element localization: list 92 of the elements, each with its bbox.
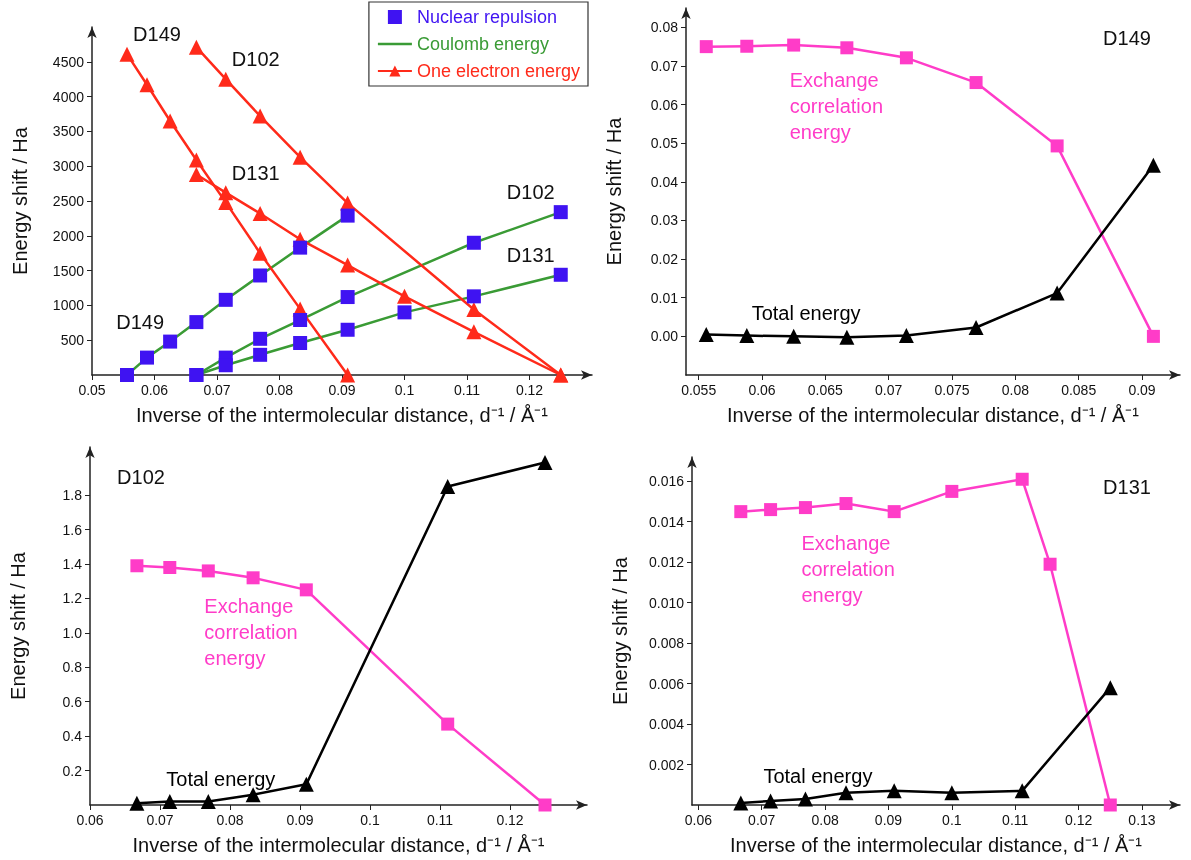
x-tick-label: 0.12	[496, 812, 524, 828]
y-tick-label: 0.04	[650, 173, 679, 190]
series-label: Exchange correlation energy	[789, 69, 889, 144]
annotation: D149	[1103, 27, 1151, 49]
y-axis-title: Energy shift / Ha	[7, 551, 29, 700]
legend-label: One electron energy	[416, 61, 581, 81]
y-tick-label: 0.02	[650, 251, 679, 268]
annotation: D131	[1103, 476, 1151, 498]
y-tick-label: 0.010	[648, 594, 685, 611]
y-tick-label: 0.012	[648, 554, 685, 571]
y-tick-label: 0.01	[650, 289, 679, 306]
x-tick-label: 0.12	[1064, 812, 1093, 828]
x-tick-label: 0.055	[681, 382, 717, 398]
y-tick-label: 0.8	[62, 659, 83, 676]
x-tick-label: 0.07	[748, 812, 776, 828]
y-tick-label: 0.014	[648, 513, 685, 530]
y-tick-label: 4500	[52, 53, 85, 70]
y-tick-label: 0.2	[62, 762, 83, 779]
y-tick-label: 0.006	[648, 675, 685, 692]
legend-label: Nuclear repulsion	[416, 7, 557, 27]
x-tick-label: 0.09	[874, 812, 903, 828]
y-tick-label: 4000	[52, 88, 85, 105]
x-tick-label: 0.075	[934, 382, 970, 398]
y-tick-label: 1.4	[62, 556, 83, 573]
x-tick-label: 0.12	[515, 382, 544, 398]
y-tick-label: 0.08	[650, 19, 679, 36]
x-axis-title: Inverse of the intermolecular distance, d⁻¹ / Å⁻¹	[727, 404, 1140, 426]
y-axis-title: Energy shift / Ha	[609, 556, 631, 705]
y-tick-label: 0.4	[62, 728, 83, 745]
y-tick-label: 1.8	[62, 487, 83, 504]
y-tick-label: 3000	[52, 158, 85, 175]
series-label: Total energy	[166, 767, 276, 790]
y-tick-label: 0.008	[648, 635, 685, 652]
annotation: D102	[117, 466, 165, 488]
y-tick-label: 1.6	[62, 521, 83, 538]
annotation: D149	[133, 23, 181, 46]
y-tick-label: 1500	[52, 262, 85, 279]
annotation: D102	[231, 48, 280, 71]
x-tick-label: 0.06	[140, 382, 169, 398]
y-tick-label: 0.004	[648, 716, 685, 733]
x-axis-title: Inverse of the intermolecular distance, d⁻¹ / Å⁻¹	[730, 834, 1143, 856]
y-tick-label: 2500	[52, 193, 85, 209]
x-tick-label: 0.085	[1061, 382, 1097, 398]
annotation: D131	[231, 161, 280, 184]
x-tick-label: 0.07	[203, 382, 231, 398]
x-tick-label: 0.09	[286, 812, 314, 828]
y-tick-label: 1.2	[62, 590, 83, 607]
x-tick-label: 0.1	[360, 812, 380, 828]
series-label: Exchange correlation energy	[801, 531, 901, 606]
x-tick-label: 0.08	[265, 382, 294, 398]
y-tick-label: 2000	[52, 227, 85, 244]
annotation: D131	[506, 243, 555, 266]
series-label: Total energy	[763, 764, 873, 787]
x-tick-label: 0.09	[328, 382, 356, 398]
series-label: Exchange correlation energy	[204, 594, 304, 669]
x-tick-label: 0.08	[1001, 382, 1030, 398]
y-tick-label: 1000	[52, 297, 85, 314]
annotation: D149	[116, 310, 165, 333]
x-tick-label: 0.11	[1002, 812, 1029, 828]
x-tick-label: 0.1	[942, 812, 962, 828]
y-tick-label: 0.016	[648, 473, 685, 490]
x-tick-label: 0.08	[216, 812, 244, 828]
legend-label: Coulomb energy	[416, 34, 549, 54]
x-tick-label: 0.11	[453, 382, 481, 398]
y-tick-label: 1.0	[62, 624, 83, 641]
x-tick-label: 0.13	[1128, 812, 1156, 828]
x-tick-label: 0.08	[811, 812, 839, 828]
x-tick-label: 0.07	[146, 812, 174, 828]
x-tick-label: 0.07	[875, 382, 903, 398]
x-axis-title: Inverse of the intermolecular distance, d⁻¹ / Å⁻¹	[132, 834, 545, 856]
x-axis-title: Inverse of the intermolecular distance, d⁻¹ / Å⁻¹	[136, 404, 549, 426]
x-tick-label: 0.05	[78, 382, 106, 398]
x-tick-label: 0.06	[684, 812, 713, 828]
series-label: Total energy	[751, 302, 861, 325]
y-tick-label: 0.00	[650, 328, 679, 345]
y-tick-label: 0.05	[650, 135, 679, 152]
x-tick-label: 0.09	[1128, 382, 1156, 398]
y-tick-label: 3500	[52, 123, 85, 140]
y-tick-label: 500	[60, 332, 85, 349]
y-tick-label: 0.6	[62, 693, 83, 710]
x-tick-label: 0.1	[394, 382, 415, 398]
x-tick-label: 0.065	[807, 382, 844, 398]
y-axis-title: Energy shift / Ha	[603, 116, 625, 266]
y-tick-label: 0.06	[650, 96, 679, 113]
x-tick-label: 0.06	[76, 812, 104, 828]
annotation: D102	[506, 181, 555, 204]
x-tick-label: 0.06	[748, 382, 776, 398]
x-tick-label: 0.11	[426, 812, 454, 828]
y-tick-label: 0.03	[650, 212, 679, 229]
y-tick-label: 0.07	[650, 57, 679, 74]
y-axis-title: Energy shift / Ha	[9, 126, 31, 275]
y-tick-label: 0.002	[648, 756, 685, 773]
